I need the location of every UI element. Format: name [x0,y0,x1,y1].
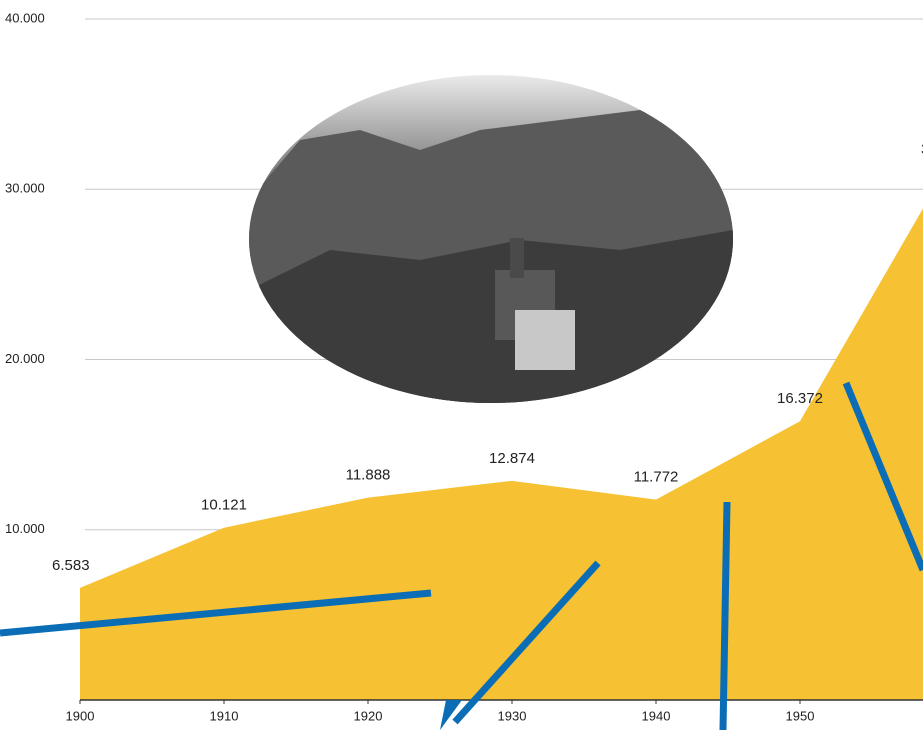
x-tick-label: 1950 [786,708,815,723]
x-tick-label: 1930 [498,708,527,723]
value-label: 12.874 [489,450,535,467]
value-label: 11.888 [346,467,391,484]
x-tick-label: 1940 [642,708,671,723]
y-tick-label: 10.000 [5,521,45,536]
x-tick-label: 1910 [210,708,239,723]
photo [249,75,733,405]
value-label: 11.772 [634,469,679,486]
x-tick-label: 1920 [354,708,383,723]
value-label: 6.583 [52,557,90,574]
x-tick-label: 1900 [66,708,95,723]
value-label: 10.121 [201,497,247,514]
chart: 10.000 20.000 30.000 40.000 1900 1910 1920 1930… [0,0,923,730]
y-tick-label: 20.000 [5,351,45,366]
y-tick-label: 30.000 [5,181,45,196]
y-tick-label: 40.000 [5,10,45,25]
value-label: 16.372 [777,390,823,407]
